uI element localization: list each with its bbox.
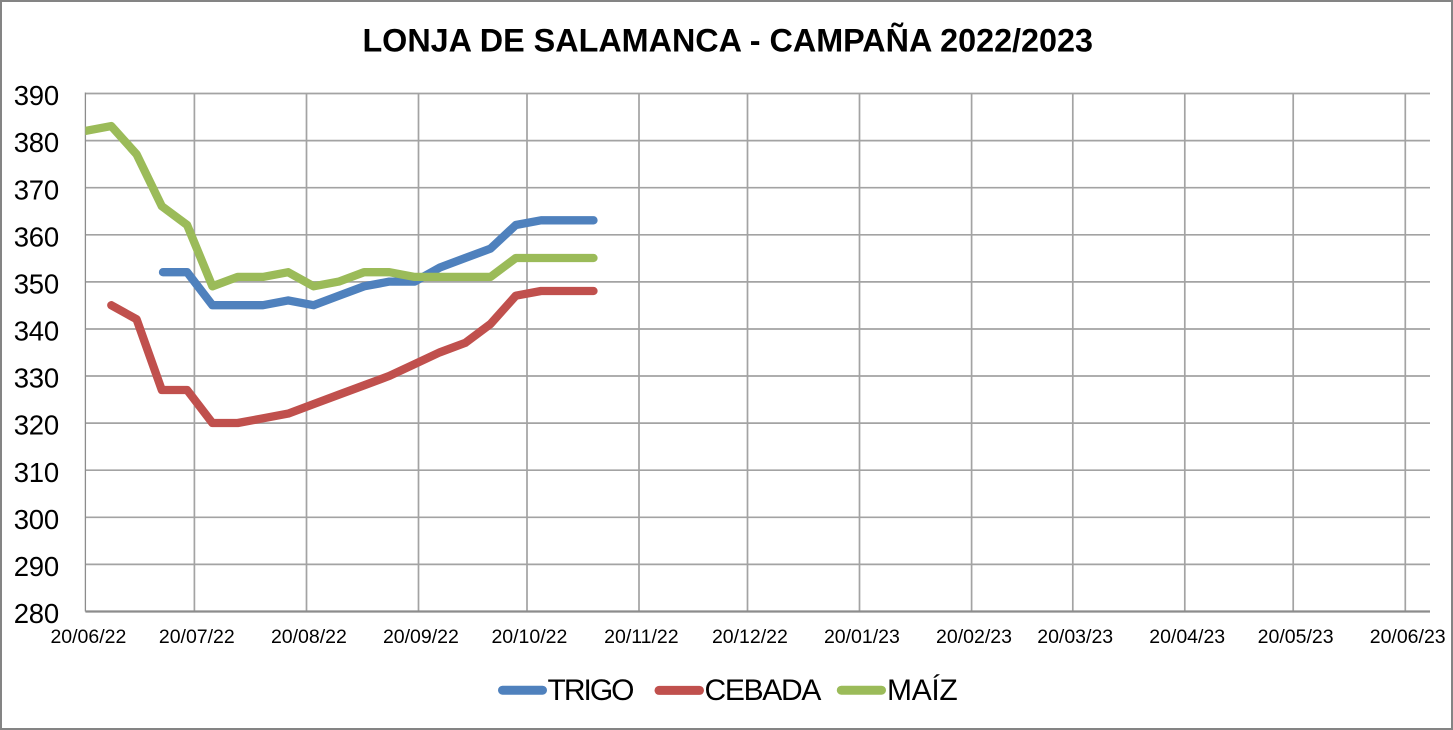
svg-text:360: 360 [14, 221, 59, 252]
svg-text:390: 390 [14, 80, 59, 111]
svg-text:320: 320 [14, 410, 59, 441]
svg-text:310: 310 [14, 457, 59, 488]
svg-text:350: 350 [14, 269, 59, 300]
svg-text:20/10/22: 20/10/22 [491, 626, 567, 648]
svg-text:20/06/22: 20/06/22 [50, 626, 126, 648]
svg-text:280: 280 [14, 598, 59, 629]
svg-text:20/12/22: 20/12/22 [712, 626, 788, 648]
svg-text:LONJA DE SALAMANCA - CAMPAÑA 2: LONJA DE SALAMANCA - CAMPAÑA 2022/2023 [362, 22, 1093, 59]
svg-text:300: 300 [14, 504, 59, 535]
svg-text:20/01/23: 20/01/23 [824, 626, 900, 648]
svg-text:380: 380 [14, 127, 59, 158]
svg-text:20/02/23: 20/02/23 [936, 626, 1012, 648]
svg-text:MAÍZ: MAÍZ [887, 674, 957, 707]
svg-text:20/11/22: 20/11/22 [604, 626, 678, 648]
svg-text:20/05/23: 20/05/23 [1258, 626, 1334, 648]
svg-text:20/03/23: 20/03/23 [1037, 626, 1113, 648]
svg-text:CEBADA: CEBADA [705, 674, 822, 707]
svg-text:370: 370 [14, 174, 59, 205]
svg-text:290: 290 [14, 551, 59, 582]
svg-text:TRIGO: TRIGO [548, 674, 634, 707]
svg-text:20/06/23: 20/06/23 [1370, 626, 1446, 648]
svg-text:20/07/22: 20/07/22 [159, 626, 235, 648]
svg-text:20/08/22: 20/08/22 [271, 626, 347, 648]
svg-text:20/09/22: 20/09/22 [383, 626, 459, 648]
svg-text:340: 340 [14, 316, 59, 347]
svg-text:20/04/23: 20/04/23 [1149, 626, 1225, 648]
svg-text:330: 330 [14, 363, 59, 394]
